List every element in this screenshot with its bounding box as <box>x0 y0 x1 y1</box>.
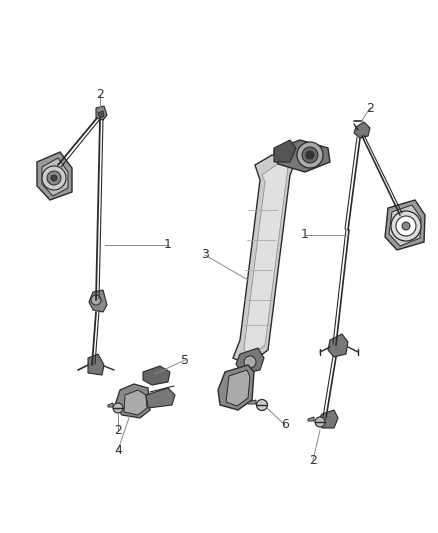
Text: 2: 2 <box>366 101 374 115</box>
Polygon shape <box>98 111 104 118</box>
Polygon shape <box>218 365 254 410</box>
Polygon shape <box>233 155 296 365</box>
Polygon shape <box>143 366 170 385</box>
Polygon shape <box>274 140 296 162</box>
Polygon shape <box>37 152 72 200</box>
Circle shape <box>257 400 268 410</box>
Circle shape <box>297 142 323 168</box>
Polygon shape <box>115 384 150 418</box>
Polygon shape <box>146 388 175 408</box>
Polygon shape <box>354 122 370 138</box>
Polygon shape <box>96 106 107 120</box>
Polygon shape <box>385 200 425 250</box>
Polygon shape <box>244 163 288 358</box>
Polygon shape <box>88 354 104 375</box>
Text: 2: 2 <box>114 424 122 437</box>
Polygon shape <box>42 158 68 196</box>
Circle shape <box>402 222 410 230</box>
Circle shape <box>113 403 123 413</box>
Circle shape <box>47 171 61 185</box>
Circle shape <box>302 147 318 163</box>
Polygon shape <box>108 403 113 407</box>
Polygon shape <box>236 348 264 374</box>
Circle shape <box>244 356 256 368</box>
Text: 1: 1 <box>301 229 309 241</box>
Circle shape <box>306 151 314 159</box>
Text: 2: 2 <box>309 454 317 466</box>
Text: 6: 6 <box>281 418 289 432</box>
Circle shape <box>391 211 421 241</box>
Text: 2: 2 <box>96 88 104 101</box>
Circle shape <box>91 295 101 305</box>
Circle shape <box>51 175 57 181</box>
Polygon shape <box>226 370 250 406</box>
Polygon shape <box>389 205 421 246</box>
Circle shape <box>315 417 325 427</box>
Polygon shape <box>318 410 338 428</box>
Circle shape <box>42 166 66 190</box>
Text: 1: 1 <box>164 238 172 252</box>
Circle shape <box>396 216 416 236</box>
Text: 5: 5 <box>181 353 189 367</box>
Polygon shape <box>89 290 107 312</box>
Polygon shape <box>124 390 147 415</box>
Text: 3: 3 <box>201 248 209 262</box>
Polygon shape <box>328 334 348 357</box>
Polygon shape <box>248 400 256 404</box>
Polygon shape <box>274 140 330 172</box>
Text: 4: 4 <box>114 443 122 456</box>
Polygon shape <box>308 417 314 421</box>
